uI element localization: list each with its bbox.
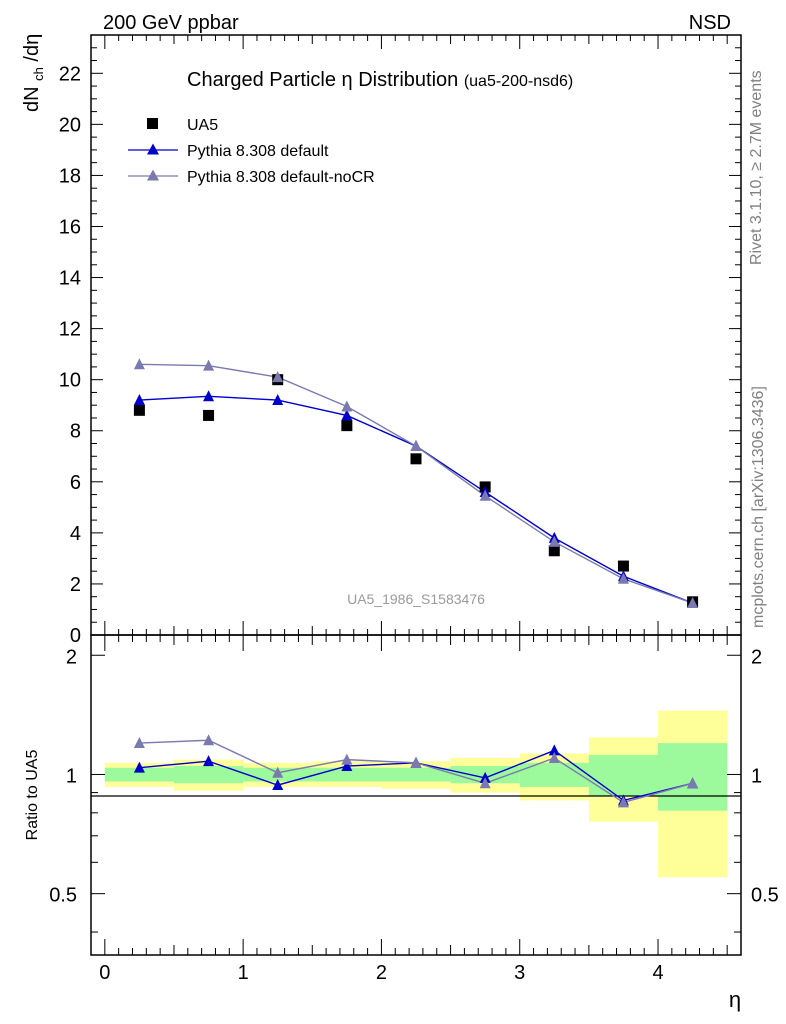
ratio-x-axis: 0 1 2 3 4 (90, 635, 742, 984)
ratio-y-axis: 0.5 0.5 1 1 2 2 (49, 646, 779, 933)
data-point-default (341, 409, 353, 421)
ratio-band-inner (381, 767, 451, 782)
ratio-point-nocr (548, 752, 560, 764)
main-y-label: dN ch /dη (21, 34, 48, 112)
main-y-label-tail: /dη (21, 34, 43, 62)
ratio-y-tick-label: 0.5 (49, 885, 77, 907)
data-point-nocr (479, 489, 491, 501)
analysis-watermark: UA5_1986_S1583476 (347, 591, 485, 607)
main-y-tick-label: 16 (59, 216, 81, 238)
data-point-default (133, 394, 145, 406)
data-point-ua5 (617, 560, 629, 572)
ratio-point-nocr (272, 766, 284, 778)
data-point-default (203, 390, 215, 402)
legend-label-default: Pythia 8.308 default (187, 143, 329, 160)
ratio-y-tick-label-right: 0.5 (751, 885, 779, 907)
rivet-label: Rivet 3.1.10, ≥ 2.7M events (748, 70, 765, 265)
main-y-tick-label: 2 (70, 574, 81, 596)
main-y-axis: 0 2 4 6 8 10 12 14 16 18 20 22 (59, 47, 741, 647)
x-tick-label: 4 (652, 962, 663, 984)
ratio-point-default (133, 761, 145, 773)
data-point-ua5 (410, 453, 422, 465)
chart-title-main: Charged Particle (187, 69, 336, 91)
ratio-band-inner (588, 754, 659, 797)
x-tick-label: 3 (514, 962, 525, 984)
data-point-nocr (272, 371, 284, 383)
ratio-y-tick-label-right: 1 (751, 765, 762, 787)
main-y-tick-label: 12 (59, 319, 81, 341)
legend-label-nocr: Pythia 8.308 default-noCR (187, 169, 375, 186)
chart-title-rest: Distribution (358, 69, 458, 91)
main-y-tick-label: 14 (59, 268, 81, 290)
chart-title-symbol: η (342, 69, 353, 91)
ratio-point-nocr (617, 796, 629, 808)
main-y-tick-label: 0 (70, 625, 81, 647)
ratio-band-inner (173, 766, 244, 784)
main-y-label-main: dN (21, 86, 43, 112)
ratio-point-nocr (687, 777, 699, 789)
ratio-frame (90, 634, 742, 956)
legend-marker-nocr (147, 169, 159, 181)
x-tick-label: 0 (99, 962, 110, 984)
main-y-tick-label: 20 (59, 114, 81, 136)
main-y-tick-label: 8 (70, 421, 81, 443)
main-y-tick-label: 22 (59, 63, 81, 85)
data-point-nocr (687, 597, 699, 609)
main-x-axis (90, 35, 742, 635)
data-point-nocr (410, 440, 422, 452)
ratio-band-inner (658, 743, 728, 811)
ratio-point-nocr (133, 737, 145, 749)
main-y-tick-label: 4 (70, 523, 81, 545)
legend: UA5 Pythia 8.308 default Pythia 8.308 de… (128, 117, 375, 186)
main-panel: 0 2 4 6 8 10 12 14 16 18 20 22 UA5_1986_S1583476 Ch… (21, 34, 742, 647)
data-point-ua5 (203, 409, 215, 421)
main-y-label-sub: ch (31, 67, 46, 81)
ratio-y-tick-label: 2 (66, 646, 77, 668)
x-axis-label: η (729, 987, 741, 1012)
ratio-point-nocr (203, 734, 215, 746)
legend-marker-default (147, 143, 159, 155)
header-right-label: NSD (689, 12, 731, 34)
main-y-tick-label: 18 (59, 165, 81, 187)
ratio-point-nocr (479, 777, 491, 789)
data-point-nocr (203, 359, 215, 371)
data-point-nocr (548, 535, 560, 547)
mcplots-label: mcplots.cern.ch [arXiv:1306.3436] (750, 386, 767, 628)
x-tick-label: 2 (376, 962, 387, 984)
ratio-point-nocr (341, 753, 353, 765)
ratio-point-nocr (410, 756, 422, 768)
data-point-ua5 (133, 404, 145, 416)
ratio-point-default (203, 755, 215, 767)
legend-marker-ua5 (147, 118, 158, 129)
series-line-nocr (139, 363, 693, 604)
ratio-panel: 0.5 0.5 1 1 2 2 0 1 2 3 4 Ratio to UA5 η (24, 634, 779, 1012)
data-point-nocr (133, 358, 145, 370)
main-series-layer (133, 358, 699, 609)
data-point-nocr (341, 400, 353, 412)
main-y-tick-label: 10 (59, 370, 81, 392)
ratio-point-default (341, 760, 353, 772)
ratio-y-tick-label-right: 2 (751, 646, 762, 668)
ratio-y-label: Ratio to UA5 (24, 750, 41, 841)
data-point-ua5 (548, 545, 560, 557)
chart-title-tag: (ua5-200-nsd6) (464, 73, 573, 90)
data-point-ua5 (341, 420, 353, 432)
legend-label-ua5: UA5 (187, 117, 218, 134)
data-point-nocr (617, 572, 629, 584)
ratio-series-layer (133, 734, 699, 808)
ratio-point-default (272, 779, 284, 791)
ratio-uncertainty-bands (104, 710, 728, 878)
header-left-label: 200 GeV ppbar (103, 12, 239, 34)
ratio-point-default (548, 744, 560, 756)
chart-title: Charged Particle η Distribution (ua5-200… (187, 69, 573, 91)
ratio-y-tick-label: 1 (66, 765, 77, 787)
ratio-band-inner (104, 767, 174, 782)
x-tick-label: 1 (238, 962, 249, 984)
data-point-default (272, 394, 284, 406)
main-y-tick-label: 6 (70, 472, 81, 494)
